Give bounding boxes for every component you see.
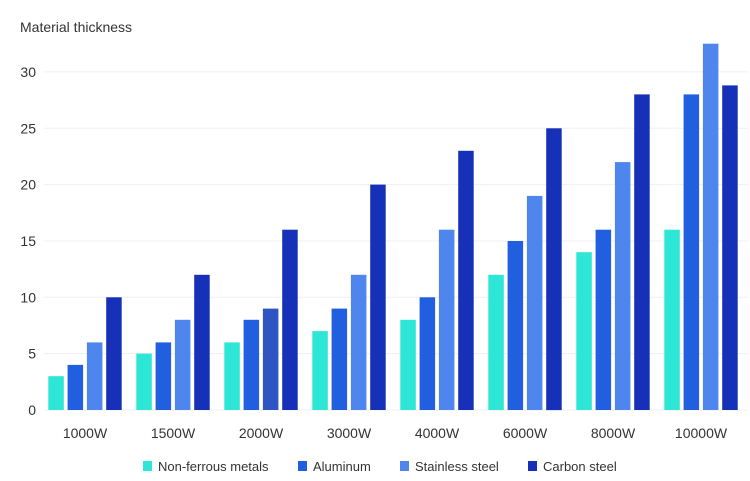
bar bbox=[86, 342, 103, 410]
legend-item: Aluminum bbox=[298, 459, 371, 474]
x-tick-label: 4000W bbox=[415, 425, 460, 441]
legend-item: Stainless steel bbox=[400, 459, 499, 474]
bar bbox=[282, 229, 298, 410]
bar bbox=[48, 376, 64, 410]
legend-label: Aluminum bbox=[313, 459, 371, 474]
legend-label: Non-ferrous metals bbox=[158, 459, 269, 474]
bar bbox=[722, 85, 738, 411]
legend-item: Non-ferrous metals bbox=[143, 459, 269, 474]
bar bbox=[243, 319, 260, 410]
y-axis-ticks: 0 5 10 15 20 25 30 bbox=[20, 64, 36, 418]
y-tick-label: 0 bbox=[28, 402, 36, 418]
y-tick-label: 15 bbox=[20, 233, 36, 249]
legend-swatch bbox=[298, 461, 307, 471]
y-tick-label: 5 bbox=[28, 346, 36, 362]
bar bbox=[458, 150, 474, 411]
bar bbox=[350, 274, 367, 410]
bar bbox=[576, 252, 592, 410]
bar bbox=[683, 94, 700, 411]
bar bbox=[155, 342, 172, 410]
bar bbox=[595, 229, 612, 410]
y-tick-label: 10 bbox=[20, 289, 36, 305]
y-axis-title: Material thickness bbox=[20, 19, 132, 35]
bar bbox=[438, 229, 455, 410]
y-tick-label: 25 bbox=[20, 120, 36, 136]
x-axis-ticks: 1000W 1500W 2000W 3000W 4000W 6000W 8000W 10000… bbox=[63, 425, 728, 441]
bar bbox=[136, 353, 152, 410]
x-tick-label: 3000W bbox=[327, 425, 372, 441]
bar bbox=[488, 274, 504, 410]
bar bbox=[614, 162, 631, 410]
y-tick-label: 20 bbox=[20, 177, 36, 193]
bar bbox=[312, 331, 328, 410]
x-tick-label: 1000W bbox=[63, 425, 108, 441]
bar bbox=[194, 274, 210, 410]
bar bbox=[370, 184, 386, 410]
bar bbox=[262, 308, 279, 410]
x-tick-label: 2000W bbox=[239, 425, 284, 441]
legend-label: Carbon steel bbox=[543, 459, 617, 474]
bar bbox=[419, 297, 436, 410]
x-tick-label: 6000W bbox=[503, 425, 548, 441]
bar bbox=[526, 195, 543, 410]
x-tick-label: 1500W bbox=[151, 425, 196, 441]
bar bbox=[664, 229, 680, 410]
bar bbox=[174, 319, 191, 410]
bar bbox=[224, 342, 240, 410]
bar bbox=[400, 319, 416, 410]
bar bbox=[546, 128, 562, 411]
bar bbox=[106, 297, 122, 410]
bar bbox=[634, 94, 650, 411]
bars bbox=[48, 43, 738, 411]
x-tick-label: 10000W bbox=[675, 425, 728, 441]
bar bbox=[331, 308, 348, 410]
bar bbox=[702, 43, 719, 410]
legend: Non-ferrous metals Aluminum Stainless stee… bbox=[143, 459, 617, 474]
x-tick-label: 8000W bbox=[591, 425, 636, 441]
legend-swatch bbox=[528, 461, 537, 471]
legend-swatch bbox=[143, 461, 152, 471]
legend-label: Stainless steel bbox=[415, 459, 499, 474]
legend-item: Carbon steel bbox=[528, 459, 617, 474]
bar bbox=[67, 364, 84, 410]
y-tick-label: 30 bbox=[20, 64, 36, 80]
legend-swatch bbox=[400, 461, 409, 471]
bar bbox=[507, 241, 524, 410]
